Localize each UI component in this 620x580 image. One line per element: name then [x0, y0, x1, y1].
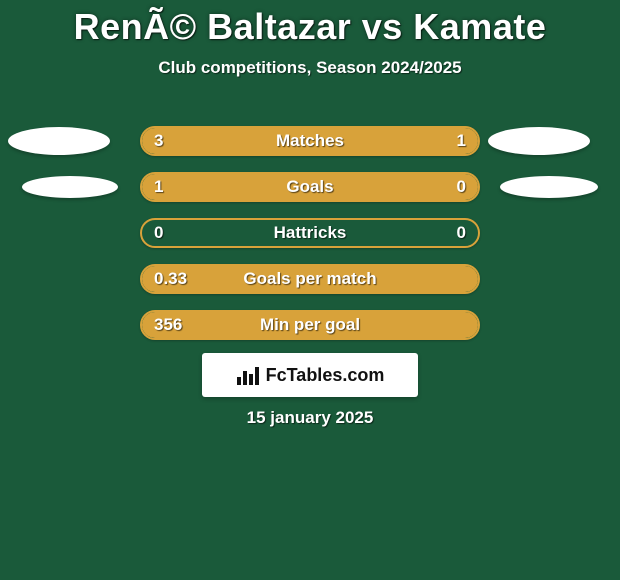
- stat-bar-right-fill: [404, 174, 478, 200]
- bar-chart-icon: [236, 365, 260, 385]
- stat-label: Hattricks: [274, 223, 347, 243]
- page-title: RenÃ© Baltazar vs Kamate: [0, 0, 620, 48]
- stat-bar: 356 Min per goal: [140, 310, 480, 340]
- stat-right-value: 1: [457, 131, 466, 151]
- stat-bar-left-fill: [142, 174, 404, 200]
- stat-row: 356 Min per goal: [0, 302, 620, 348]
- stat-bar: 0.33 Goals per match: [140, 264, 480, 294]
- stat-label: Matches: [276, 131, 344, 151]
- date-label: 15 january 2025: [0, 408, 620, 428]
- player-left-marker: [22, 176, 118, 198]
- stat-left-value: 0.33: [154, 269, 187, 289]
- stat-bar-left-fill: [142, 128, 394, 154]
- stat-row: 1 0 Goals: [0, 164, 620, 210]
- stat-right-value: 0: [457, 223, 466, 243]
- player-left-marker: [8, 127, 110, 155]
- stat-label: Goals: [286, 177, 333, 197]
- stat-right-value: 0: [457, 177, 466, 197]
- stat-left-value: 1: [154, 177, 163, 197]
- source-badge-text: FcTables.com: [266, 365, 385, 386]
- stat-bar: 3 1 Matches: [140, 126, 480, 156]
- source-badge: FcTables.com: [202, 353, 418, 397]
- stat-left-value: 356: [154, 315, 182, 335]
- stat-left-value: 0: [154, 223, 163, 243]
- stat-bar: 1 0 Goals: [140, 172, 480, 202]
- stat-label: Goals per match: [243, 269, 376, 289]
- stat-left-value: 3: [154, 131, 163, 151]
- page-subtitle: Club competitions, Season 2024/2025: [0, 58, 620, 78]
- stat-bar: 0 0 Hattricks: [140, 218, 480, 248]
- stat-label: Min per goal: [260, 315, 360, 335]
- stat-row: 3 1 Matches: [0, 118, 620, 164]
- player-right-marker: [500, 176, 598, 198]
- stat-row: 0.33 Goals per match: [0, 256, 620, 302]
- stat-row: 0 0 Hattricks: [0, 210, 620, 256]
- comparison-infographic: RenÃ© Baltazar vs Kamate Club competitio…: [0, 0, 620, 580]
- stats-list: 3 1 Matches 1 0 Goals 0 0 Hattricks 0.33 Goals per…: [0, 118, 620, 348]
- player-right-marker: [488, 127, 590, 155]
